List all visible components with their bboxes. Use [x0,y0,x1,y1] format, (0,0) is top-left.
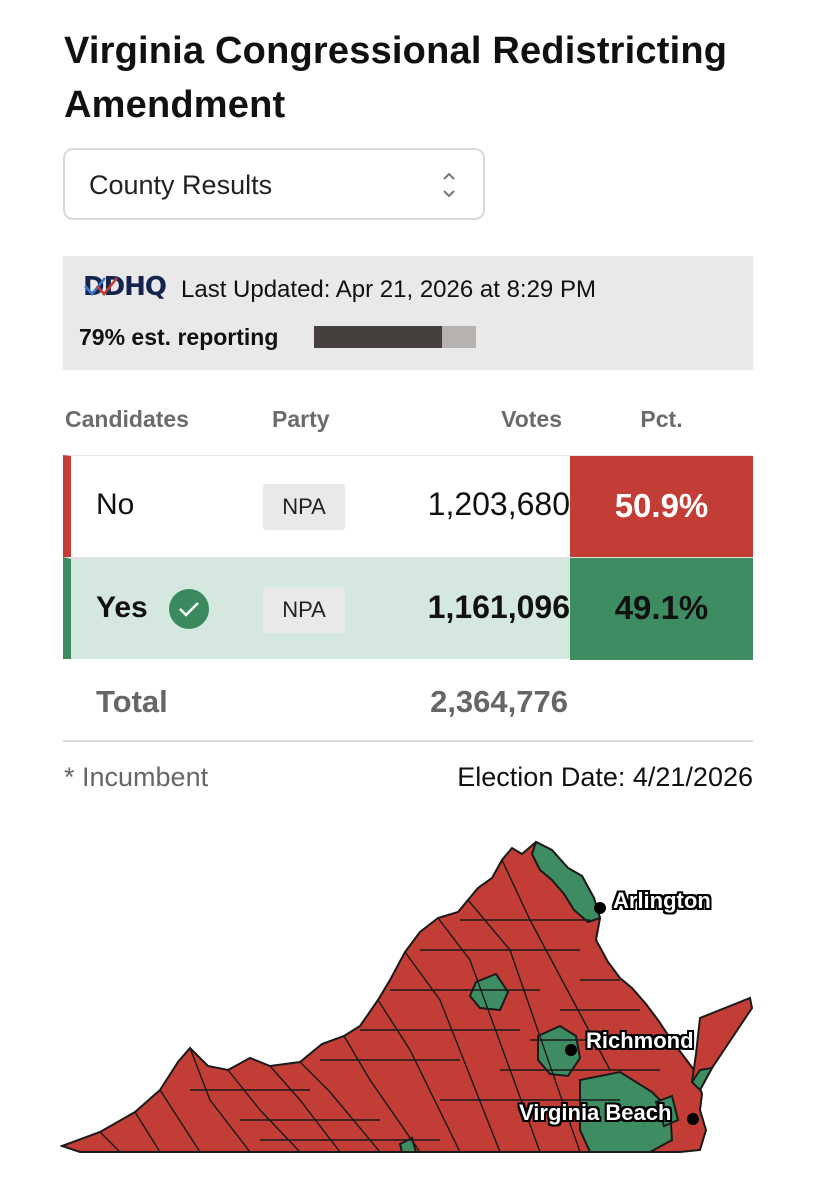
reporting-progress-bar [314,326,476,348]
total-votes: 2,364,776 [430,684,568,719]
reporting-progress-fill [314,326,442,348]
candidate-name: Yes [96,591,148,624]
results-view-select-value: County Results [89,170,273,200]
candidate-name: No [96,488,135,521]
header-candidates: Candidates [65,406,189,432]
chevron-up-down-icon [443,172,455,198]
header-party: Party [272,406,330,432]
check-icon [179,602,199,617]
map-label-richmond: Richmond [586,1028,694,1053]
result-row-no: No NPA 1,203,680 50.9% [63,455,753,558]
header-votes: Votes [501,406,562,432]
party-badge: NPA [263,587,345,633]
map-label-virginia-beach: Virginia Beach [519,1100,672,1125]
virginia-beach-dot-icon [687,1113,699,1125]
total-label: Total [96,684,168,719]
hampton-roads-region [579,1070,674,1153]
northern-virginia-region [530,840,602,924]
hampton-region [654,1094,680,1128]
ddhq-logo: DDHQ [83,272,167,304]
last-updated-text: Last Updated: Apr 21, 2026 at 8:29 PM [181,276,596,303]
results-view-select[interactable]: County Results [63,148,485,220]
eastern-shore-green [690,1066,714,1092]
vote-count: 1,203,680 [427,486,570,522]
richmond-dot-icon [565,1044,577,1056]
election-date: Election Date: 4/21/2026 [457,762,753,792]
vote-percent: 50.9% [570,456,753,558]
party-badge: NPA [263,484,345,530]
albemarle-region [468,972,510,1012]
page-title: Virginia Congressional Redistricting Ame… [64,30,728,126]
map-label-arlington: Arlington [613,888,711,913]
header-pct: Pct. [640,406,683,432]
richmond-region [537,1024,582,1078]
incumbent-footnote: * Incumbent [64,762,209,792]
winner-check-icon [169,589,209,629]
county-results-map[interactable] [60,840,760,1160]
arlington-dot-icon [594,902,606,914]
reporting-text: 79% est. reporting [79,324,279,350]
total-row: Total 2,364,776 [63,660,753,742]
vote-count: 1,161,096 [427,589,570,625]
vote-percent: 49.1% [570,558,753,660]
status-panel: DDHQ Last Updated: Apr 21, 2026 at 8:29 … [63,256,753,370]
result-row-yes: Yes NPA 1,161,096 49.1% [63,557,753,660]
check-marks-logo-icon [84,277,118,296]
